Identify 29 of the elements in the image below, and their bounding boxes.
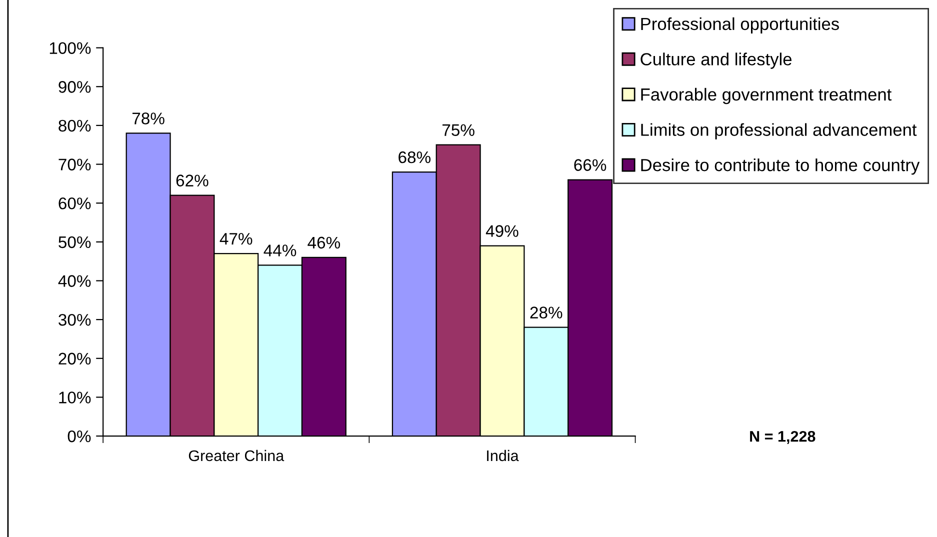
x-tick-label: India: [487, 450, 519, 462]
y-tick-label: 90%: [58, 81, 91, 93]
data-label: 78%: [132, 112, 164, 124]
data-label: 46%: [308, 236, 340, 249]
y-tick-label: 60%: [58, 197, 91, 210]
data-label: 49%: [486, 225, 518, 237]
data-label: 47%: [220, 232, 252, 245]
data-label: 68%: [398, 151, 431, 164]
y-tick-label: 100%: [50, 42, 91, 54]
y-tick-label: 10%: [59, 392, 91, 404]
data-label: 62%: [176, 174, 208, 186]
x-tick-label: Greater China: [188, 450, 284, 462]
y-tick-label: 70%: [58, 158, 91, 170]
legend-label: Professional opportunities: [641, 17, 839, 34]
y-tick-label: 50%: [58, 236, 91, 248]
y-tick-label: 20%: [58, 352, 91, 365]
legend-label: Desire to contribute to home country: [641, 158, 920, 175]
text: N = 1,228: [750, 430, 816, 444]
data-label: 66%: [574, 159, 606, 171]
data-label: 75%: [442, 124, 474, 136]
legend-label: Limits on professional advancement: [641, 123, 917, 140]
legend-label: Favorable government treatment: [641, 88, 892, 104]
y-tick-label: 40%: [58, 275, 91, 287]
data-label: 44%: [264, 244, 296, 256]
data-label: 28%: [530, 306, 562, 318]
y-tick-label: 0%: [68, 430, 91, 442]
y-tick-label: 80%: [58, 120, 91, 132]
legend-label: Culture and lifestyle: [640, 52, 792, 69]
y-tick-label: 30%: [58, 314, 91, 326]
